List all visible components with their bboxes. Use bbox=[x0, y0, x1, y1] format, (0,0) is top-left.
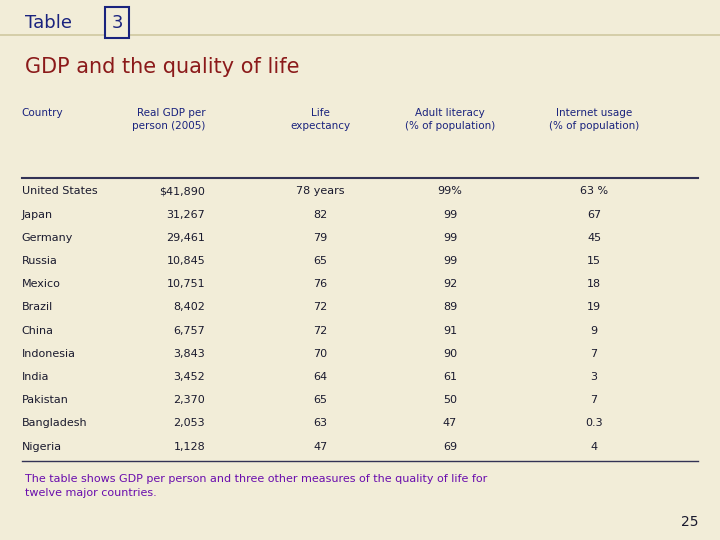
Text: GDP and the quality of life: GDP and the quality of life bbox=[25, 57, 300, 77]
Text: 29,461: 29,461 bbox=[166, 233, 205, 243]
Text: 15: 15 bbox=[587, 256, 601, 266]
Text: 82: 82 bbox=[313, 210, 328, 220]
Text: 91: 91 bbox=[443, 326, 457, 336]
Text: Nigeria: Nigeria bbox=[22, 442, 62, 452]
Text: United States: United States bbox=[22, 186, 97, 197]
Text: 78 years: 78 years bbox=[296, 186, 345, 197]
Text: 90: 90 bbox=[443, 349, 457, 359]
Text: 25: 25 bbox=[681, 515, 698, 529]
Text: 50: 50 bbox=[443, 395, 457, 406]
Text: 2,370: 2,370 bbox=[174, 395, 205, 406]
Text: 76: 76 bbox=[313, 279, 328, 289]
Text: 2,053: 2,053 bbox=[174, 418, 205, 429]
Text: Brazil: Brazil bbox=[22, 302, 53, 313]
Text: 70: 70 bbox=[313, 349, 328, 359]
Text: Country: Country bbox=[22, 108, 63, 118]
Text: 19: 19 bbox=[587, 302, 601, 313]
Text: 1,128: 1,128 bbox=[174, 442, 205, 452]
Text: Japan: Japan bbox=[22, 210, 53, 220]
Text: 99: 99 bbox=[443, 210, 457, 220]
Text: Real GDP per
person (2005): Real GDP per person (2005) bbox=[132, 108, 205, 131]
Text: 10,751: 10,751 bbox=[166, 279, 205, 289]
Text: Germany: Germany bbox=[22, 233, 73, 243]
Text: Adult literacy
(% of population): Adult literacy (% of population) bbox=[405, 108, 495, 131]
Text: 72: 72 bbox=[313, 326, 328, 336]
Text: Internet usage
(% of population): Internet usage (% of population) bbox=[549, 108, 639, 131]
Text: 72: 72 bbox=[313, 302, 328, 313]
Text: 99: 99 bbox=[443, 256, 457, 266]
Text: 61: 61 bbox=[443, 372, 457, 382]
Text: 63 %: 63 % bbox=[580, 186, 608, 197]
Text: 3: 3 bbox=[590, 372, 598, 382]
Text: 67: 67 bbox=[587, 210, 601, 220]
Text: 99: 99 bbox=[443, 233, 457, 243]
Text: 3,452: 3,452 bbox=[174, 372, 205, 382]
Text: The table shows GDP per person and three other measures of the quality of life f: The table shows GDP per person and three… bbox=[25, 474, 487, 498]
Text: 7: 7 bbox=[590, 395, 598, 406]
Text: $41,890: $41,890 bbox=[159, 186, 205, 197]
Text: 0.3: 0.3 bbox=[585, 418, 603, 429]
Text: 3,843: 3,843 bbox=[174, 349, 205, 359]
Text: Table: Table bbox=[25, 14, 72, 31]
Text: 3: 3 bbox=[112, 14, 123, 31]
Text: Life
expectancy: Life expectancy bbox=[290, 108, 351, 131]
Text: 45: 45 bbox=[587, 233, 601, 243]
Text: 69: 69 bbox=[443, 442, 457, 452]
Text: India: India bbox=[22, 372, 49, 382]
Text: 63: 63 bbox=[313, 418, 328, 429]
Text: 4: 4 bbox=[590, 442, 598, 452]
Text: China: China bbox=[22, 326, 53, 336]
Text: Indonesia: Indonesia bbox=[22, 349, 76, 359]
Text: 6,757: 6,757 bbox=[174, 326, 205, 336]
Text: 9: 9 bbox=[590, 326, 598, 336]
Text: 99%: 99% bbox=[438, 186, 462, 197]
Text: Bangladesh: Bangladesh bbox=[22, 418, 87, 429]
Text: 92: 92 bbox=[443, 279, 457, 289]
Text: Russia: Russia bbox=[22, 256, 58, 266]
Text: 89: 89 bbox=[443, 302, 457, 313]
Text: 79: 79 bbox=[313, 233, 328, 243]
Text: Pakistan: Pakistan bbox=[22, 395, 68, 406]
Text: Mexico: Mexico bbox=[22, 279, 60, 289]
Text: 47: 47 bbox=[443, 418, 457, 429]
Text: 10,845: 10,845 bbox=[166, 256, 205, 266]
Text: 7: 7 bbox=[590, 349, 598, 359]
Text: 47: 47 bbox=[313, 442, 328, 452]
Text: 65: 65 bbox=[313, 395, 328, 406]
Text: 31,267: 31,267 bbox=[166, 210, 205, 220]
Text: 64: 64 bbox=[313, 372, 328, 382]
Text: 18: 18 bbox=[587, 279, 601, 289]
Text: 8,402: 8,402 bbox=[174, 302, 205, 313]
Text: 65: 65 bbox=[313, 256, 328, 266]
